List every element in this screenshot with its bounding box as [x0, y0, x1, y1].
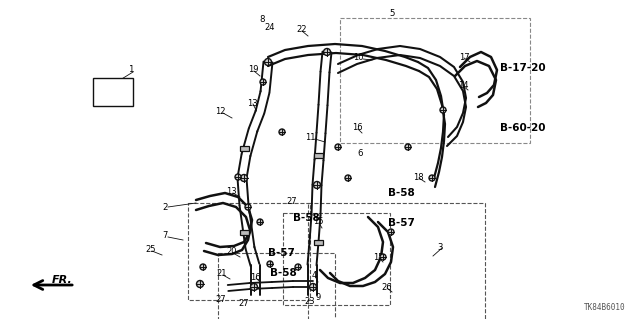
Text: 8: 8: [259, 16, 265, 25]
Circle shape: [380, 254, 386, 260]
Text: 23: 23: [304, 296, 315, 306]
Circle shape: [405, 144, 411, 150]
Bar: [314, 240, 323, 244]
Circle shape: [314, 182, 321, 189]
Bar: [239, 229, 248, 234]
Circle shape: [250, 284, 257, 291]
Text: B-58: B-58: [388, 188, 415, 198]
Text: 11: 11: [305, 133, 316, 143]
Circle shape: [267, 261, 273, 267]
Circle shape: [279, 129, 285, 135]
Text: 18: 18: [413, 173, 424, 182]
Circle shape: [196, 280, 204, 287]
Circle shape: [335, 144, 341, 150]
Text: 2: 2: [162, 203, 168, 211]
Bar: [340, 18, 530, 143]
Text: 9: 9: [316, 293, 321, 301]
Text: 25: 25: [145, 246, 156, 255]
Text: B-57: B-57: [268, 248, 295, 258]
Text: 15: 15: [313, 218, 323, 226]
Text: 22: 22: [296, 26, 307, 34]
Text: 10: 10: [353, 54, 364, 63]
Circle shape: [241, 174, 248, 182]
Circle shape: [388, 229, 394, 235]
Text: B-17-20: B-17-20: [500, 63, 546, 73]
Text: FR.: FR.: [52, 275, 73, 285]
Text: 5: 5: [389, 9, 395, 18]
Bar: [283, 213, 390, 305]
Text: 27: 27: [238, 300, 248, 308]
Text: 12: 12: [215, 108, 225, 116]
Circle shape: [235, 174, 241, 180]
Text: 14: 14: [458, 80, 468, 90]
Circle shape: [245, 204, 251, 210]
Circle shape: [310, 284, 317, 291]
Bar: [218, 253, 335, 319]
Circle shape: [345, 175, 351, 181]
Circle shape: [440, 107, 446, 113]
Text: 17: 17: [459, 53, 470, 62]
Text: 7: 7: [162, 231, 168, 240]
Circle shape: [429, 175, 435, 181]
Text: 13: 13: [226, 188, 237, 197]
Text: 21: 21: [216, 270, 227, 278]
Bar: [93, 78, 133, 106]
Bar: [314, 152, 323, 158]
Bar: [188, 203, 310, 300]
Text: 6: 6: [357, 149, 362, 158]
Circle shape: [264, 58, 271, 65]
Text: 24: 24: [265, 23, 275, 32]
Circle shape: [257, 219, 263, 225]
Text: 27: 27: [215, 295, 226, 305]
Bar: [308, 203, 485, 319]
Text: B-57: B-57: [388, 218, 415, 228]
Text: TK84B6010: TK84B6010: [584, 303, 625, 312]
Circle shape: [323, 48, 330, 56]
Text: 16: 16: [352, 123, 363, 132]
Bar: [239, 145, 248, 151]
Text: 16: 16: [250, 272, 260, 281]
Circle shape: [295, 264, 301, 270]
Text: B-58: B-58: [270, 268, 297, 278]
Circle shape: [200, 264, 206, 270]
Text: 13: 13: [247, 99, 258, 108]
Text: B-60-20: B-60-20: [500, 123, 545, 133]
Text: 19: 19: [248, 65, 259, 75]
Text: 3: 3: [437, 243, 442, 253]
Text: 20: 20: [226, 248, 237, 256]
Text: 4: 4: [312, 271, 317, 280]
Text: B-58: B-58: [293, 213, 320, 223]
Text: 15: 15: [373, 253, 383, 262]
Circle shape: [260, 79, 266, 85]
Text: 1: 1: [128, 65, 134, 75]
Text: 26: 26: [381, 283, 392, 292]
Text: 27: 27: [286, 197, 296, 206]
